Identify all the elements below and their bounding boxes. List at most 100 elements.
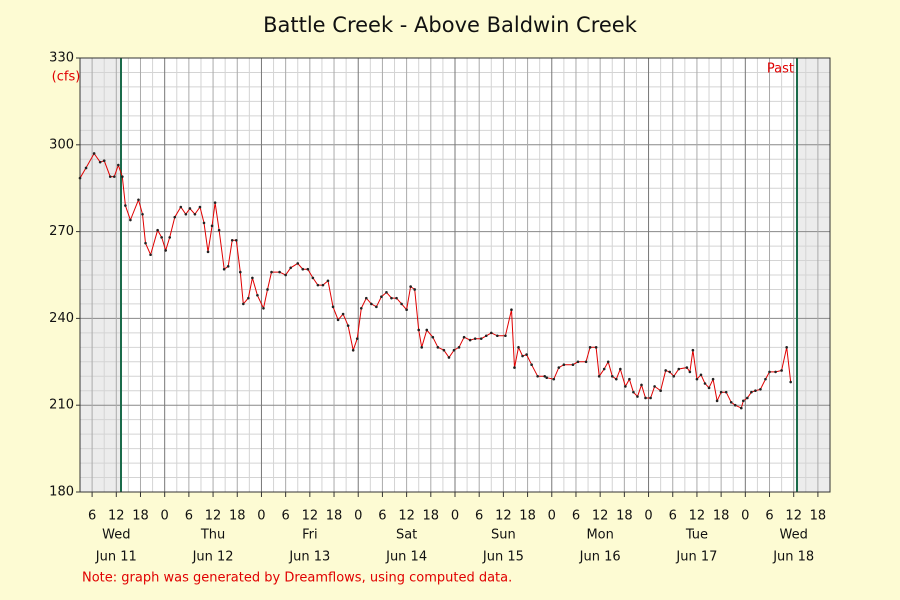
data-point: [179, 205, 183, 209]
data-point: [489, 331, 493, 335]
data-point: [193, 212, 197, 216]
data-point: [198, 205, 202, 209]
data-point: [316, 283, 320, 287]
weekday-label: Mon: [586, 528, 613, 543]
data-point: [739, 406, 743, 410]
y-tick-label: 240: [49, 311, 74, 326]
x-tick-label: 6: [185, 509, 193, 524]
data-point: [764, 377, 767, 381]
data-point: [530, 363, 533, 366]
x-tick-label: 18: [616, 509, 633, 524]
data-point: [768, 370, 771, 374]
data-point: [649, 396, 652, 400]
y-tick-label: 180: [49, 485, 74, 500]
weekday-label: Fri: [302, 528, 318, 543]
data-point: [774, 370, 777, 374]
data-point: [484, 334, 488, 338]
data-point: [409, 285, 412, 288]
data-point: [729, 401, 733, 404]
y-tick-label: 270: [49, 224, 74, 239]
data-point: [644, 396, 647, 400]
x-tick-label: 0: [354, 509, 362, 524]
data-point: [351, 348, 355, 352]
data-point: [124, 204, 127, 207]
date-label: Jun 11: [95, 550, 137, 565]
data-point: [610, 374, 614, 378]
data-point: [780, 369, 783, 372]
data-point: [336, 318, 340, 322]
data-point: [108, 175, 112, 178]
weekday-label: Thu: [200, 528, 225, 543]
x-tick-label: 18: [229, 509, 246, 524]
x-tick-label: 12: [785, 509, 802, 524]
data-point: [473, 337, 477, 340]
data-point: [160, 236, 163, 239]
data-point: [188, 207, 192, 210]
data-point: [129, 218, 132, 222]
x-tick-label: 0: [741, 509, 749, 524]
data-point: [619, 367, 622, 371]
data-point: [711, 377, 715, 381]
data-point: [375, 305, 378, 309]
date-label: Jun 15: [482, 550, 524, 565]
data-point: [750, 390, 753, 394]
x-tick-label: 6: [475, 509, 483, 524]
data-point: [230, 238, 234, 242]
data-point: [685, 366, 689, 369]
x-tick-label: 18: [326, 509, 343, 524]
x-tick-label: 6: [765, 509, 773, 524]
data-point: [452, 348, 456, 352]
data-point: [576, 360, 580, 364]
x-tick-label: 18: [810, 509, 827, 524]
x-tick-label: 12: [398, 509, 415, 524]
date-label: Jun 12: [192, 550, 234, 565]
data-point: [632, 390, 635, 394]
data-point: [355, 337, 359, 340]
data-point: [597, 374, 601, 378]
data-point: [624, 385, 627, 388]
past-annotation: Past: [767, 62, 794, 77]
y-tick-label: 210: [49, 398, 74, 413]
data-point: [364, 296, 368, 300]
x-tick-label: 6: [282, 509, 290, 524]
data-point: [628, 377, 631, 381]
x-tick-label: 6: [88, 509, 96, 524]
data-point: [226, 265, 230, 268]
data-point: [84, 166, 88, 170]
data-point: [341, 312, 345, 316]
data-point: [688, 370, 692, 374]
data-point: [584, 360, 588, 364]
data-point: [168, 236, 172, 239]
weekday-label: Wed: [780, 528, 808, 543]
data-point: [525, 353, 528, 356]
data-point: [121, 175, 124, 178]
data-point: [789, 380, 792, 384]
data-point: [238, 270, 242, 274]
x-tick-label: 0: [644, 509, 652, 524]
data-point: [262, 306, 265, 310]
y-tick-label: 330: [49, 51, 74, 66]
data-point: [144, 241, 147, 245]
data-point: [442, 348, 446, 352]
x-tick-label: 18: [519, 509, 536, 524]
data-point: [606, 360, 610, 364]
data-point: [98, 160, 102, 164]
data-point: [141, 212, 144, 216]
data-point: [640, 383, 643, 387]
data-point: [306, 267, 310, 271]
data-point: [425, 328, 429, 332]
weekday-label: Sat: [396, 528, 417, 543]
data-point: [785, 346, 788, 349]
data-point: [715, 399, 719, 403]
data-point: [754, 389, 757, 393]
data-point: [117, 163, 120, 167]
date-label: Jun 17: [675, 550, 717, 565]
data-point: [664, 369, 667, 372]
data-point: [636, 395, 639, 398]
data-point: [536, 374, 539, 378]
x-tick-label: 12: [592, 509, 609, 524]
data-point: [210, 224, 214, 228]
data-point: [588, 346, 592, 349]
data-point: [677, 367, 681, 371]
